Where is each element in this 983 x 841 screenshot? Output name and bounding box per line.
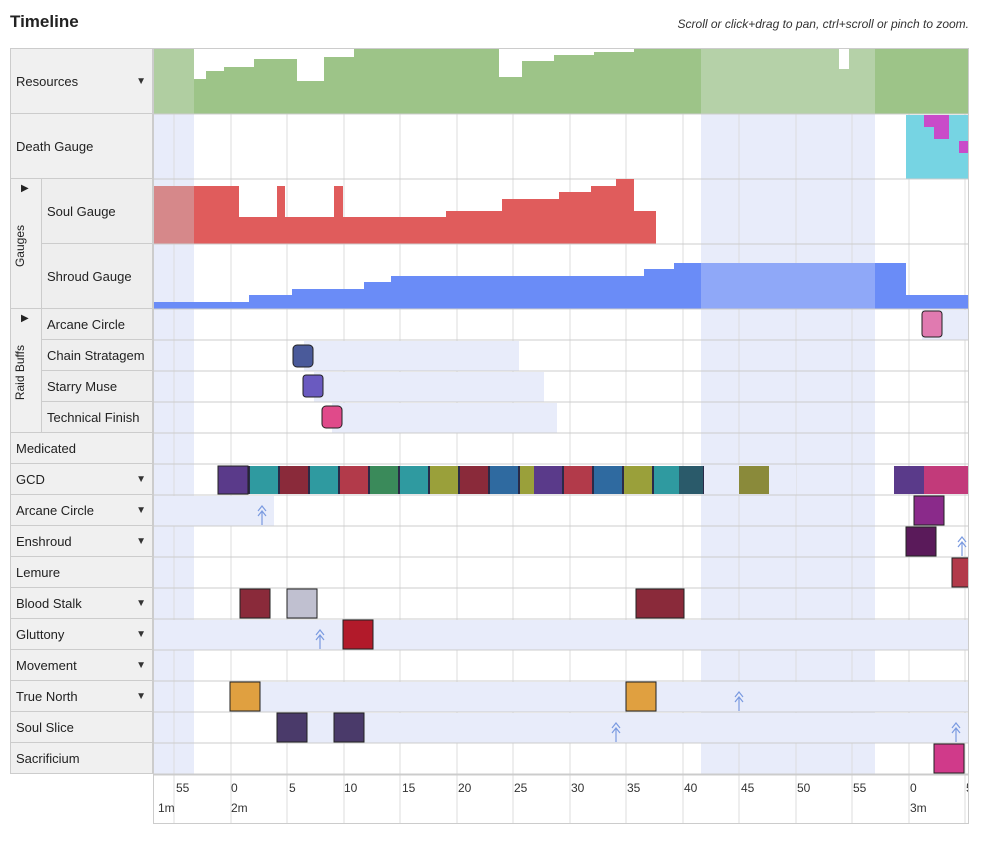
resources-label: Resources <box>16 73 79 89</box>
chevron-down-icon[interactable]: ▼ <box>136 473 146 485</box>
enshroud-label: Enshroud <box>16 533 72 549</box>
row-label-resources[interactable]: Resources ▼ <box>10 48 153 114</box>
tick-label: 35 <box>627 781 641 795</box>
row-label-medicated: Medicated <box>10 432 153 464</box>
row-label-soul-gauge: Soul Gauge <box>41 178 153 244</box>
axis-ticks: 55 0 5 10 15 20 25 30 35 40 45 50 55 0 5… <box>158 781 969 815</box>
soul-gauge-label: Soul Gauge <box>47 203 116 219</box>
row-label-sacrificium: Sacrificium <box>10 742 153 774</box>
raid-buffs-group-toggle[interactable]: ▶ Raid Buffs <box>10 308 42 433</box>
death-gauge-lemure <box>924 115 949 139</box>
technical-finish-bar <box>332 403 557 433</box>
soul-gauge-area <box>154 179 656 244</box>
tick-label: 50 <box>797 781 811 795</box>
row-label-enshroud[interactable]: Enshroud ▼ <box>10 525 153 557</box>
chevron-down-icon[interactable]: ▼ <box>136 659 146 671</box>
triangle-right-icon[interactable]: ▶ <box>21 183 29 194</box>
skill-icons <box>229 310 968 774</box>
row-label-death-gauge: Death Gauge <box>10 113 153 179</box>
technical-finish-label: Technical Finish <box>47 409 140 425</box>
timeline-hint: Scroll or click+drag to pan, ctrl+scroll… <box>677 17 969 31</box>
ready-markers <box>257 505 967 742</box>
tick-label: 0 <box>910 781 917 795</box>
minute-label: 2m <box>231 801 248 815</box>
true-north-label: True North <box>16 688 78 704</box>
resources-area-right <box>875 49 968 114</box>
tick-label: 15 <box>402 781 416 795</box>
chain-stratagem-bar <box>304 341 519 371</box>
resources-area <box>154 49 701 114</box>
chain-stratagem-label: Chain Stratagem <box>47 347 145 363</box>
row-label-gluttony[interactable]: Gluttony ▼ <box>10 618 153 650</box>
minute-label: 1m <box>158 801 175 815</box>
soul-slice-label: Soul Slice <box>16 719 74 735</box>
timeline-canvas[interactable]: 55 0 5 10 15 20 25 30 35 40 45 50 55 0 5… <box>153 48 969 824</box>
row-label-lemure: Lemure <box>10 556 153 588</box>
row-label-blood-stalk[interactable]: Blood Stalk ▼ <box>10 587 153 619</box>
row-separators <box>154 339 968 775</box>
minute-label: 3m <box>910 801 927 815</box>
timeline-title: Timeline <box>10 12 79 31</box>
highlight-window <box>701 49 875 775</box>
chevron-down-icon[interactable]: ▼ <box>136 628 146 640</box>
raid-buffs-group-label: Raid Buffs <box>13 345 27 401</box>
tick-label: 40 <box>684 781 698 795</box>
gcd-label: GCD <box>16 471 45 487</box>
row-label-chain-stratagem: Chain Stratagem <box>41 339 153 371</box>
row-label-gcd[interactable]: GCD ▼ <box>10 463 153 495</box>
movement-label: Movement <box>16 657 77 673</box>
row-label-true-north[interactable]: True North ▼ <box>10 680 153 712</box>
lemure-label: Lemure <box>16 564 61 580</box>
tick-label: 20 <box>458 781 472 795</box>
tick-label: 55 <box>853 781 867 795</box>
chevron-down-icon[interactable]: ▼ <box>136 535 146 547</box>
chevron-down-icon[interactable]: ▼ <box>136 75 146 87</box>
row-label-arcane-circle-buff: Arcane Circle <box>41 308 153 340</box>
chevron-down-icon[interactable]: ▼ <box>136 504 146 516</box>
row-label-soul-slice: Soul Slice <box>10 711 153 743</box>
gluttony-label: Gluttony <box>16 626 65 642</box>
gauges-group-toggle[interactable]: ▶ Gauges <box>10 178 42 309</box>
starry-muse-bar <box>314 372 544 402</box>
row-label-technical-finish: Technical Finish <box>41 401 153 433</box>
row-label-movement[interactable]: Movement ▼ <box>10 649 153 681</box>
tick-label: 5 <box>289 781 296 795</box>
triangle-right-icon[interactable]: ▶ <box>21 313 29 324</box>
row-label-arcane-circle[interactable]: Arcane Circle ▼ <box>10 494 153 526</box>
shroud-gauge-label: Shroud Gauge <box>47 268 132 284</box>
arcane-circle-buff-label: Arcane Circle <box>47 316 126 332</box>
tick-label: 45 <box>741 781 755 795</box>
tick-label: 55 <box>176 781 190 795</box>
chevron-down-icon[interactable]: ▼ <box>136 597 146 609</box>
tick-label: 5 <box>966 781 969 795</box>
blood-stalk-label: Blood Stalk <box>16 595 82 611</box>
row-label-starry-muse: Starry Muse <box>41 370 153 402</box>
tick-label: 0 <box>231 781 238 795</box>
tick-label: 10 <box>344 781 358 795</box>
gauges-group-label: Gauges <box>13 225 27 268</box>
tick-label: 25 <box>514 781 528 795</box>
death-gauge-label: Death Gauge <box>16 138 94 154</box>
row-label-shroud-gauge: Shroud Gauge <box>41 243 153 309</box>
sacrificium-label: Sacrificium <box>16 750 80 766</box>
timeline-svg[interactable]: 55 0 5 10 15 20 25 30 35 40 45 50 55 0 5… <box>154 49 969 824</box>
medicated-label: Medicated <box>16 440 76 456</box>
tick-label: 30 <box>571 781 585 795</box>
gcd-icons <box>217 465 968 495</box>
arcane-circle-label: Arcane Circle <box>16 502 95 518</box>
starry-muse-label: Starry Muse <box>47 378 118 394</box>
chevron-down-icon[interactable]: ▼ <box>136 690 146 702</box>
